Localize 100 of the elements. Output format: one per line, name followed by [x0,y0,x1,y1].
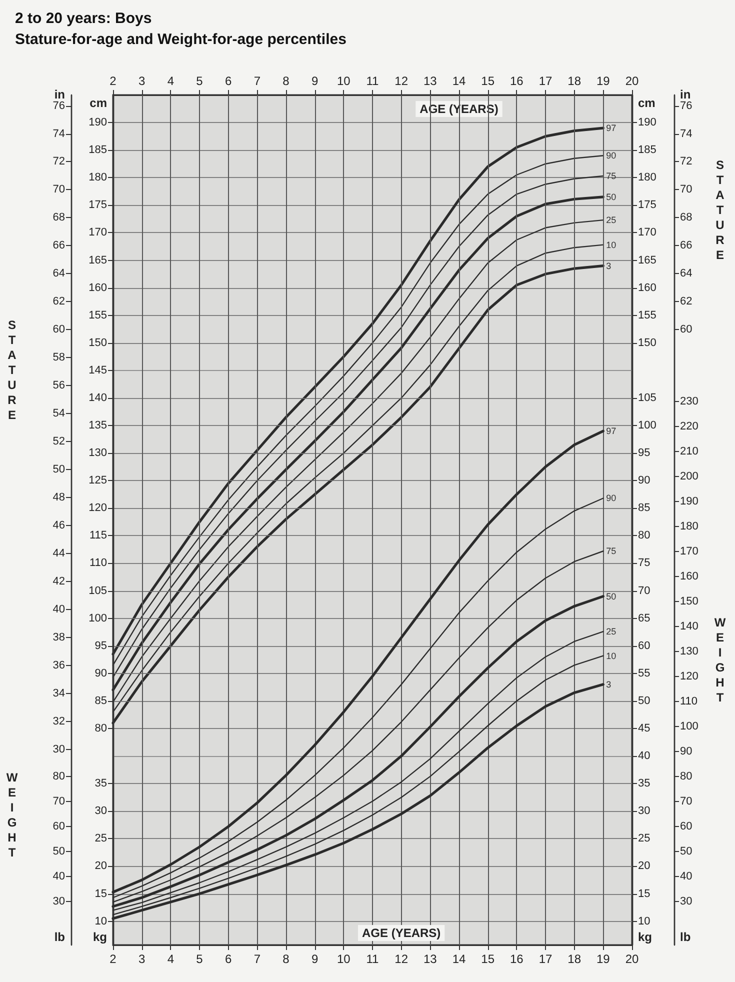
y2-tick-label: 220 [680,420,698,433]
x2-tick-label: 15 [481,74,495,88]
x-tick-label: 5 [196,952,204,966]
y2-tick-label: 155 [638,309,656,322]
y-tick-label: 125 [88,474,107,487]
y-tick-label: 50 [52,464,65,476]
x-tick-label: 4 [167,952,174,966]
x2-tick-label: 9 [311,74,318,88]
y2-tick-label: 30 [638,805,650,818]
x2-tick-label: 2 [110,74,117,88]
chart-title: 2 to 20 years: Boys [15,10,152,27]
series-label: 3 [606,260,612,271]
y2-tick-label: 64 [680,268,692,280]
y-tick-label: 64 [52,268,65,280]
y-tick-label: 40 [52,603,65,616]
x2-tick-label: 8 [282,74,290,88]
y2-tick-label: 30 [680,895,692,908]
y-axis-title: in [54,87,65,102]
y-tick-label: 80 [94,722,107,735]
x-axis-title: AGE (YEARS) [362,926,441,940]
y-tick-label: 70 [52,795,65,808]
series-label: 10 [606,240,616,250]
y2-tick-label: 40 [638,750,650,762]
x2-tick-label: 17 [538,74,552,88]
y-tick-label: 62 [52,296,65,308]
y2-tick-label: 50 [638,694,650,707]
x-tick-label: 18 [568,952,582,966]
y2-axis-title: in [680,87,691,102]
y-tick-label: 100 [88,612,107,624]
y2-tick-label: 76 [680,100,692,112]
x2-tick-label: 16 [510,74,524,88]
x2-tick-label: 19 [596,74,610,88]
y2-tick-label: 180 [638,172,656,184]
y-tick-label: 50 [52,845,65,858]
y2-tick-label: 165 [638,254,656,266]
y-axis-title: lb [54,930,65,944]
y-tick-label: 185 [88,144,107,156]
y-tick-label: 95 [94,640,107,652]
y-tick-label: 60 [52,820,65,832]
x2-tick-label: 6 [224,74,232,88]
x-tick-label: 7 [254,952,261,966]
y2-tick-label: 74 [680,128,692,140]
y2-tick-label: 90 [638,474,650,487]
x-tick-label: 16 [510,952,524,966]
series-label: 50 [606,591,616,602]
y-tick-label: 15 [94,888,107,900]
x2-tick-label: 4 [167,74,174,88]
chart-subtitle: Stature-for-age and Weight-for-age percentiles [15,31,346,48]
y-tick-label: 120 [88,502,107,514]
y2-axis-title: kg [638,930,652,944]
y-tick-label: 60 [52,324,65,336]
series-label: 3 [606,679,612,690]
y2-axis-title: cm [638,96,656,110]
y2-tick-label: 230 [680,396,698,408]
y2-tick-label: 35 [638,778,650,790]
y2-tick-label: 72 [680,156,692,168]
x-tick-label: 11 [366,952,380,966]
y2-tick-label: 80 [680,770,692,782]
y-tick-label: 70 [52,184,65,196]
y-tick-label: 105 [88,584,107,597]
x2-tick-label: 14 [452,74,466,88]
y-tick-label: 36 [52,659,65,672]
x2-tick-label: 7 [254,74,261,88]
y-tick-label: 72 [52,156,65,168]
y2-tick-label: 68 [680,212,692,224]
x-tick-label: 9 [311,952,318,966]
y2-tick-label: 105 [638,392,656,404]
x-tick-label: 20 [625,952,639,966]
y2-tick-label: 70 [638,584,650,597]
y2-tick-label: 120 [680,670,698,683]
y2-tick-label: 75 [638,557,650,570]
y2-tick-label: 65 [638,612,650,624]
y2-tick-label: 20 [638,860,650,872]
y2-tick-label: 130 [680,646,698,658]
y-tick-label: 66 [52,240,65,252]
y2-tick-label: 40 [680,870,692,882]
y-tick-label: 35 [94,778,107,790]
series-label: 90 [606,493,616,504]
x-tick-label: 19 [596,952,610,966]
y-tick-label: 10 [94,915,107,928]
y2-tick-label: 150 [680,596,698,608]
y2-tick-label: 100 [638,420,656,432]
y-tick-label: 80 [52,770,65,782]
y-tick-label: 20 [94,860,107,872]
y-tick-label: 150 [88,336,107,349]
x-tick-label: 14 [452,952,466,966]
y-tick-label: 58 [52,352,65,364]
y2-tick-label: 70 [680,184,692,196]
y2-tick-label: 140 [680,620,698,633]
series-label: 90 [606,150,616,161]
y-tick-label: 155 [88,309,107,322]
y2-tick-label: 45 [638,722,650,735]
y2-tick-label: 62 [680,296,692,308]
y-axis-title: kg [92,930,107,944]
x2-tick-label: 12 [394,74,408,88]
y-tick-label: 25 [94,832,107,845]
x-tick-label: 15 [481,952,495,966]
x-tick-label: 6 [224,952,232,966]
y-tick-label: 180 [88,172,107,184]
y-tick-label: 52 [52,436,65,448]
